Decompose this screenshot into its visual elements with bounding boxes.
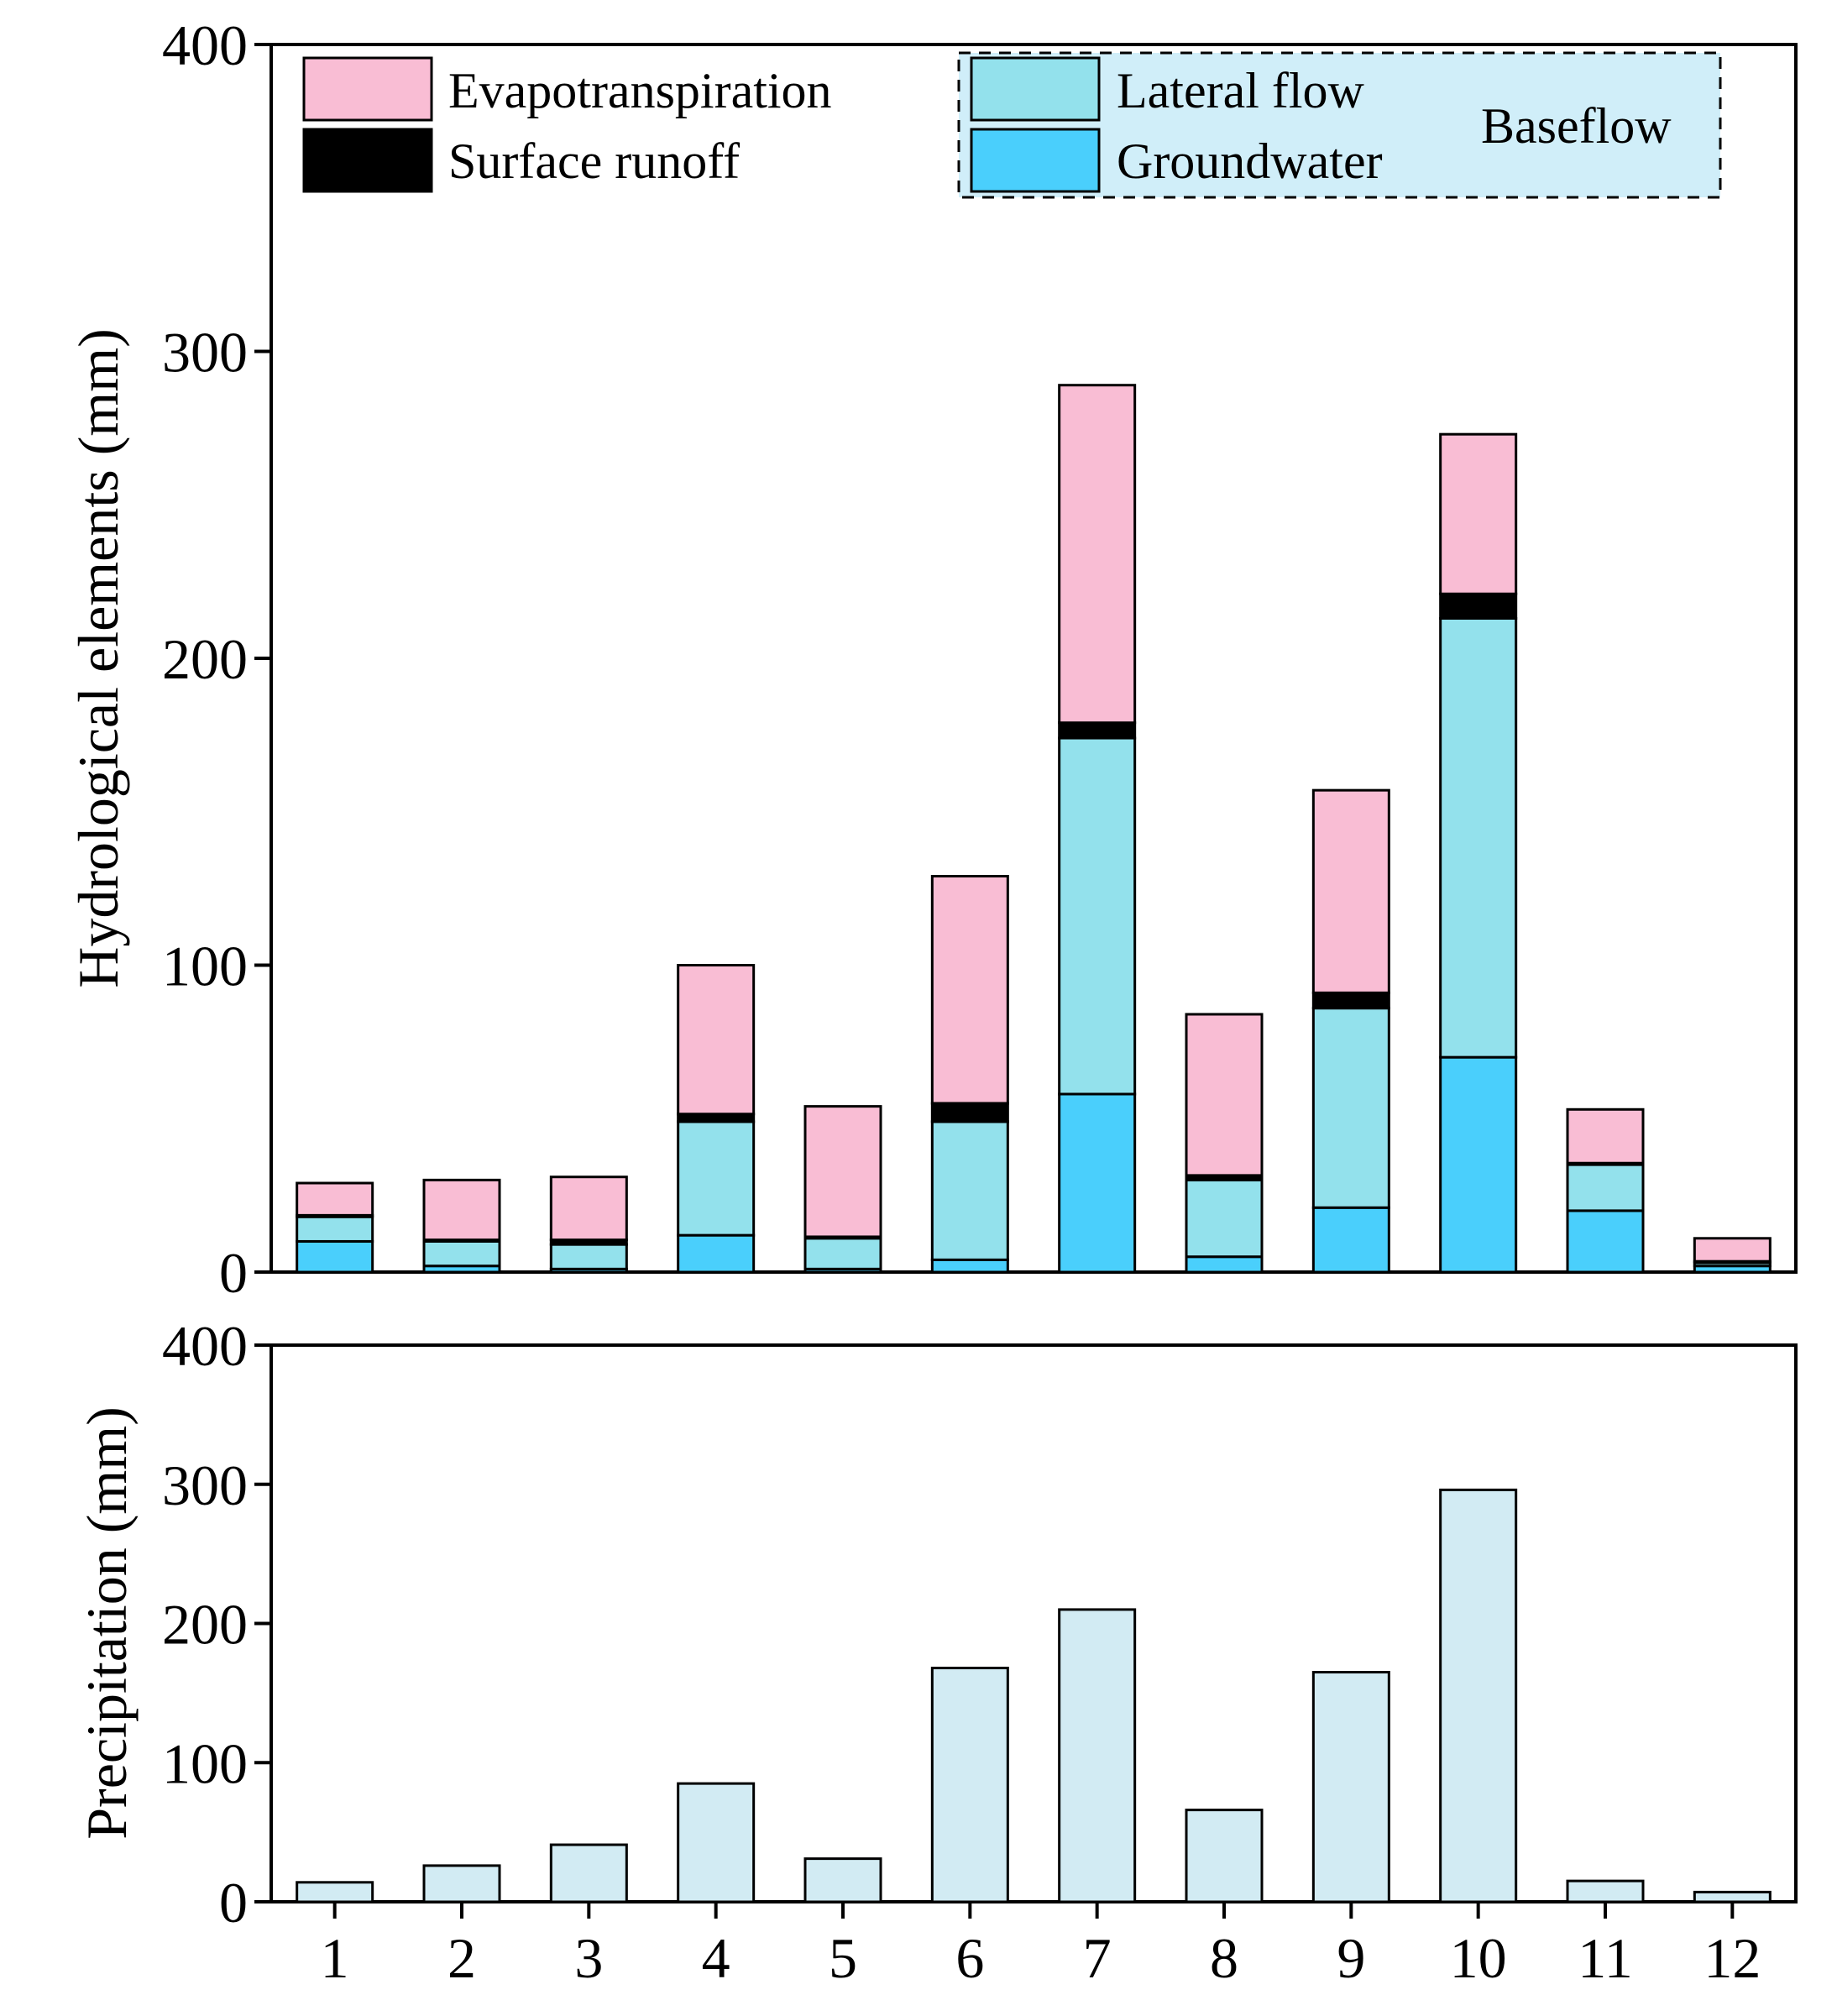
- bar-evapotranspiration-month-2: [422, 1178, 501, 1242]
- x-tick-label: 12: [1704, 1926, 1761, 1990]
- bar-lateral-flow-month-1: [296, 1215, 374, 1243]
- top-y-axis-ticks: 0 100 200 300 400: [162, 13, 271, 1305]
- bar-precipitation-month-8: [1185, 1809, 1264, 1903]
- bar-evapotranspiration-month-9: [1311, 788, 1390, 994]
- bar-surface-runoff-month-7: [1058, 721, 1137, 740]
- bottom-y-axis-title: Precipitation (mm): [75, 1406, 139, 1840]
- bar-lateral-flow-month-5: [803, 1237, 882, 1270]
- hydrological-elements-chart: 0 100 200 300 400 Hydrological elements (mm)…: [66, 13, 1798, 1305]
- bottom-y-axis-ticks: 0 100 200 300 400: [162, 1314, 271, 1935]
- bar-lateral-flow-month-7: [1058, 736, 1137, 1096]
- bar-groundwater-month-4: [677, 1233, 756, 1274]
- bar-precipitation-month-2: [422, 1864, 501, 1903]
- legend-label-evapotranspiration: Evapotranspiration: [448, 63, 832, 118]
- bottom-y-tick-label: 100: [162, 1731, 248, 1795]
- top-plot-frame: [270, 43, 1798, 1274]
- bottom-y-tick-label: 400: [162, 1314, 248, 1378]
- bar-evapotranspiration-month-8: [1185, 1013, 1264, 1177]
- x-tick-label: 3: [574, 1926, 603, 1990]
- top-y-tick-label: 400: [162, 13, 248, 77]
- bar-precipitation-month-10: [1439, 1488, 1518, 1903]
- top-y-tick-label: 100: [162, 935, 248, 998]
- bar-lateral-flow-month-6: [930, 1120, 1009, 1261]
- legend-swatch-evapotranspiration: [302, 56, 433, 122]
- top-y-tick-label: 300: [162, 321, 248, 385]
- bar-precipitation-month-12: [1693, 1890, 1772, 1903]
- bar-precipitation-month-1: [296, 1881, 374, 1903]
- bar-evapotranspiration-month-10: [1439, 432, 1518, 595]
- bar-groundwater-month-6: [930, 1258, 1009, 1274]
- legend-label-lateral-flow: Lateral flow: [1117, 63, 1365, 118]
- bar-groundwater-month-10: [1439, 1055, 1518, 1274]
- bar-precipitation-month-7: [1058, 1608, 1137, 1903]
- x-tick-label: 7: [1083, 1926, 1112, 1990]
- bar-precipitation-month-5: [803, 1857, 882, 1903]
- bar-evapotranspiration-month-1: [296, 1181, 374, 1217]
- x-tick-label: 8: [1210, 1926, 1238, 1990]
- bar-evapotranspiration-month-11: [1566, 1107, 1645, 1165]
- bar-evapotranspiration-month-4: [677, 964, 756, 1116]
- bar-lateral-flow-month-2: [422, 1239, 501, 1268]
- legend-label-groundwater: Groundwater: [1117, 134, 1383, 189]
- bar-lateral-flow-month-3: [549, 1243, 628, 1270]
- legend-swatch-surface-runoff: [302, 128, 433, 193]
- bar-surface-runoff-month-9: [1311, 991, 1390, 1010]
- bar-groundwater-month-9: [1311, 1206, 1390, 1274]
- bottom-y-tick-label: 200: [162, 1593, 248, 1657]
- x-tick-label: 10: [1450, 1926, 1507, 1990]
- bar-groundwater-month-8: [1185, 1255, 1264, 1274]
- bar-groundwater-month-7: [1058, 1092, 1137, 1274]
- x-tick-label: 2: [447, 1926, 476, 1990]
- x-tick-label: 11: [1578, 1926, 1632, 1990]
- x-axis-ticks: 1 2 3 4 5 6 7 8 9 10 11 12: [321, 1902, 1761, 1990]
- bar-evapotranspiration-month-6: [930, 875, 1009, 1105]
- top-y-tick-label: 200: [162, 627, 248, 691]
- legend: Evapotranspiration Surface runoff Latera…: [302, 51, 1722, 199]
- bottom-y-tick-label: 300: [162, 1453, 248, 1517]
- bar-lateral-flow-month-9: [1311, 1007, 1390, 1209]
- bar-surface-runoff-month-10: [1439, 592, 1518, 620]
- legend-swatch-groundwater: [970, 128, 1101, 193]
- top-y-axis-title: Hydrological elements (mm): [66, 328, 130, 988]
- bar-evapotranspiration-month-5: [803, 1105, 882, 1238]
- bar-evapotranspiration-month-3: [549, 1176, 628, 1242]
- top-bars: [296, 384, 1772, 1274]
- bar-surface-runoff-month-6: [930, 1102, 1009, 1123]
- bar-lateral-flow-month-4: [677, 1120, 756, 1237]
- legend-group-label-baseflow: Baseflow: [1481, 98, 1672, 154]
- bottom-bars: [296, 1488, 1772, 1903]
- bar-precipitation-month-3: [549, 1843, 628, 1903]
- x-tick-label: 5: [829, 1926, 857, 1990]
- top-y-tick-label: 0: [219, 1241, 248, 1305]
- bar-precipitation-month-9: [1311, 1671, 1390, 1903]
- legend-swatch-lateral-flow: [970, 56, 1101, 122]
- bottom-y-tick-label: 0: [219, 1871, 248, 1935]
- bar-precipitation-month-4: [677, 1782, 756, 1903]
- x-tick-label: 6: [955, 1926, 984, 1990]
- bar-evapotranspiration-month-7: [1058, 384, 1137, 725]
- x-tick-label: 9: [1337, 1926, 1365, 1990]
- bar-groundwater-month-11: [1566, 1209, 1645, 1274]
- x-tick-label: 4: [702, 1926, 730, 1990]
- bar-lateral-flow-month-11: [1566, 1163, 1645, 1212]
- bar-lateral-flow-month-10: [1439, 616, 1518, 1059]
- bar-precipitation-month-11: [1566, 1879, 1645, 1903]
- bar-precipitation-month-6: [930, 1667, 1009, 1903]
- bar-groundwater-month-1: [296, 1239, 374, 1274]
- bar-lateral-flow-month-8: [1185, 1178, 1264, 1259]
- bar-evapotranspiration-month-12: [1693, 1237, 1772, 1263]
- legend-label-surface-runoff: Surface runoff: [448, 134, 740, 189]
- bottom-plot-frame: [270, 1343, 1798, 1903]
- x-tick-label: 1: [321, 1926, 349, 1990]
